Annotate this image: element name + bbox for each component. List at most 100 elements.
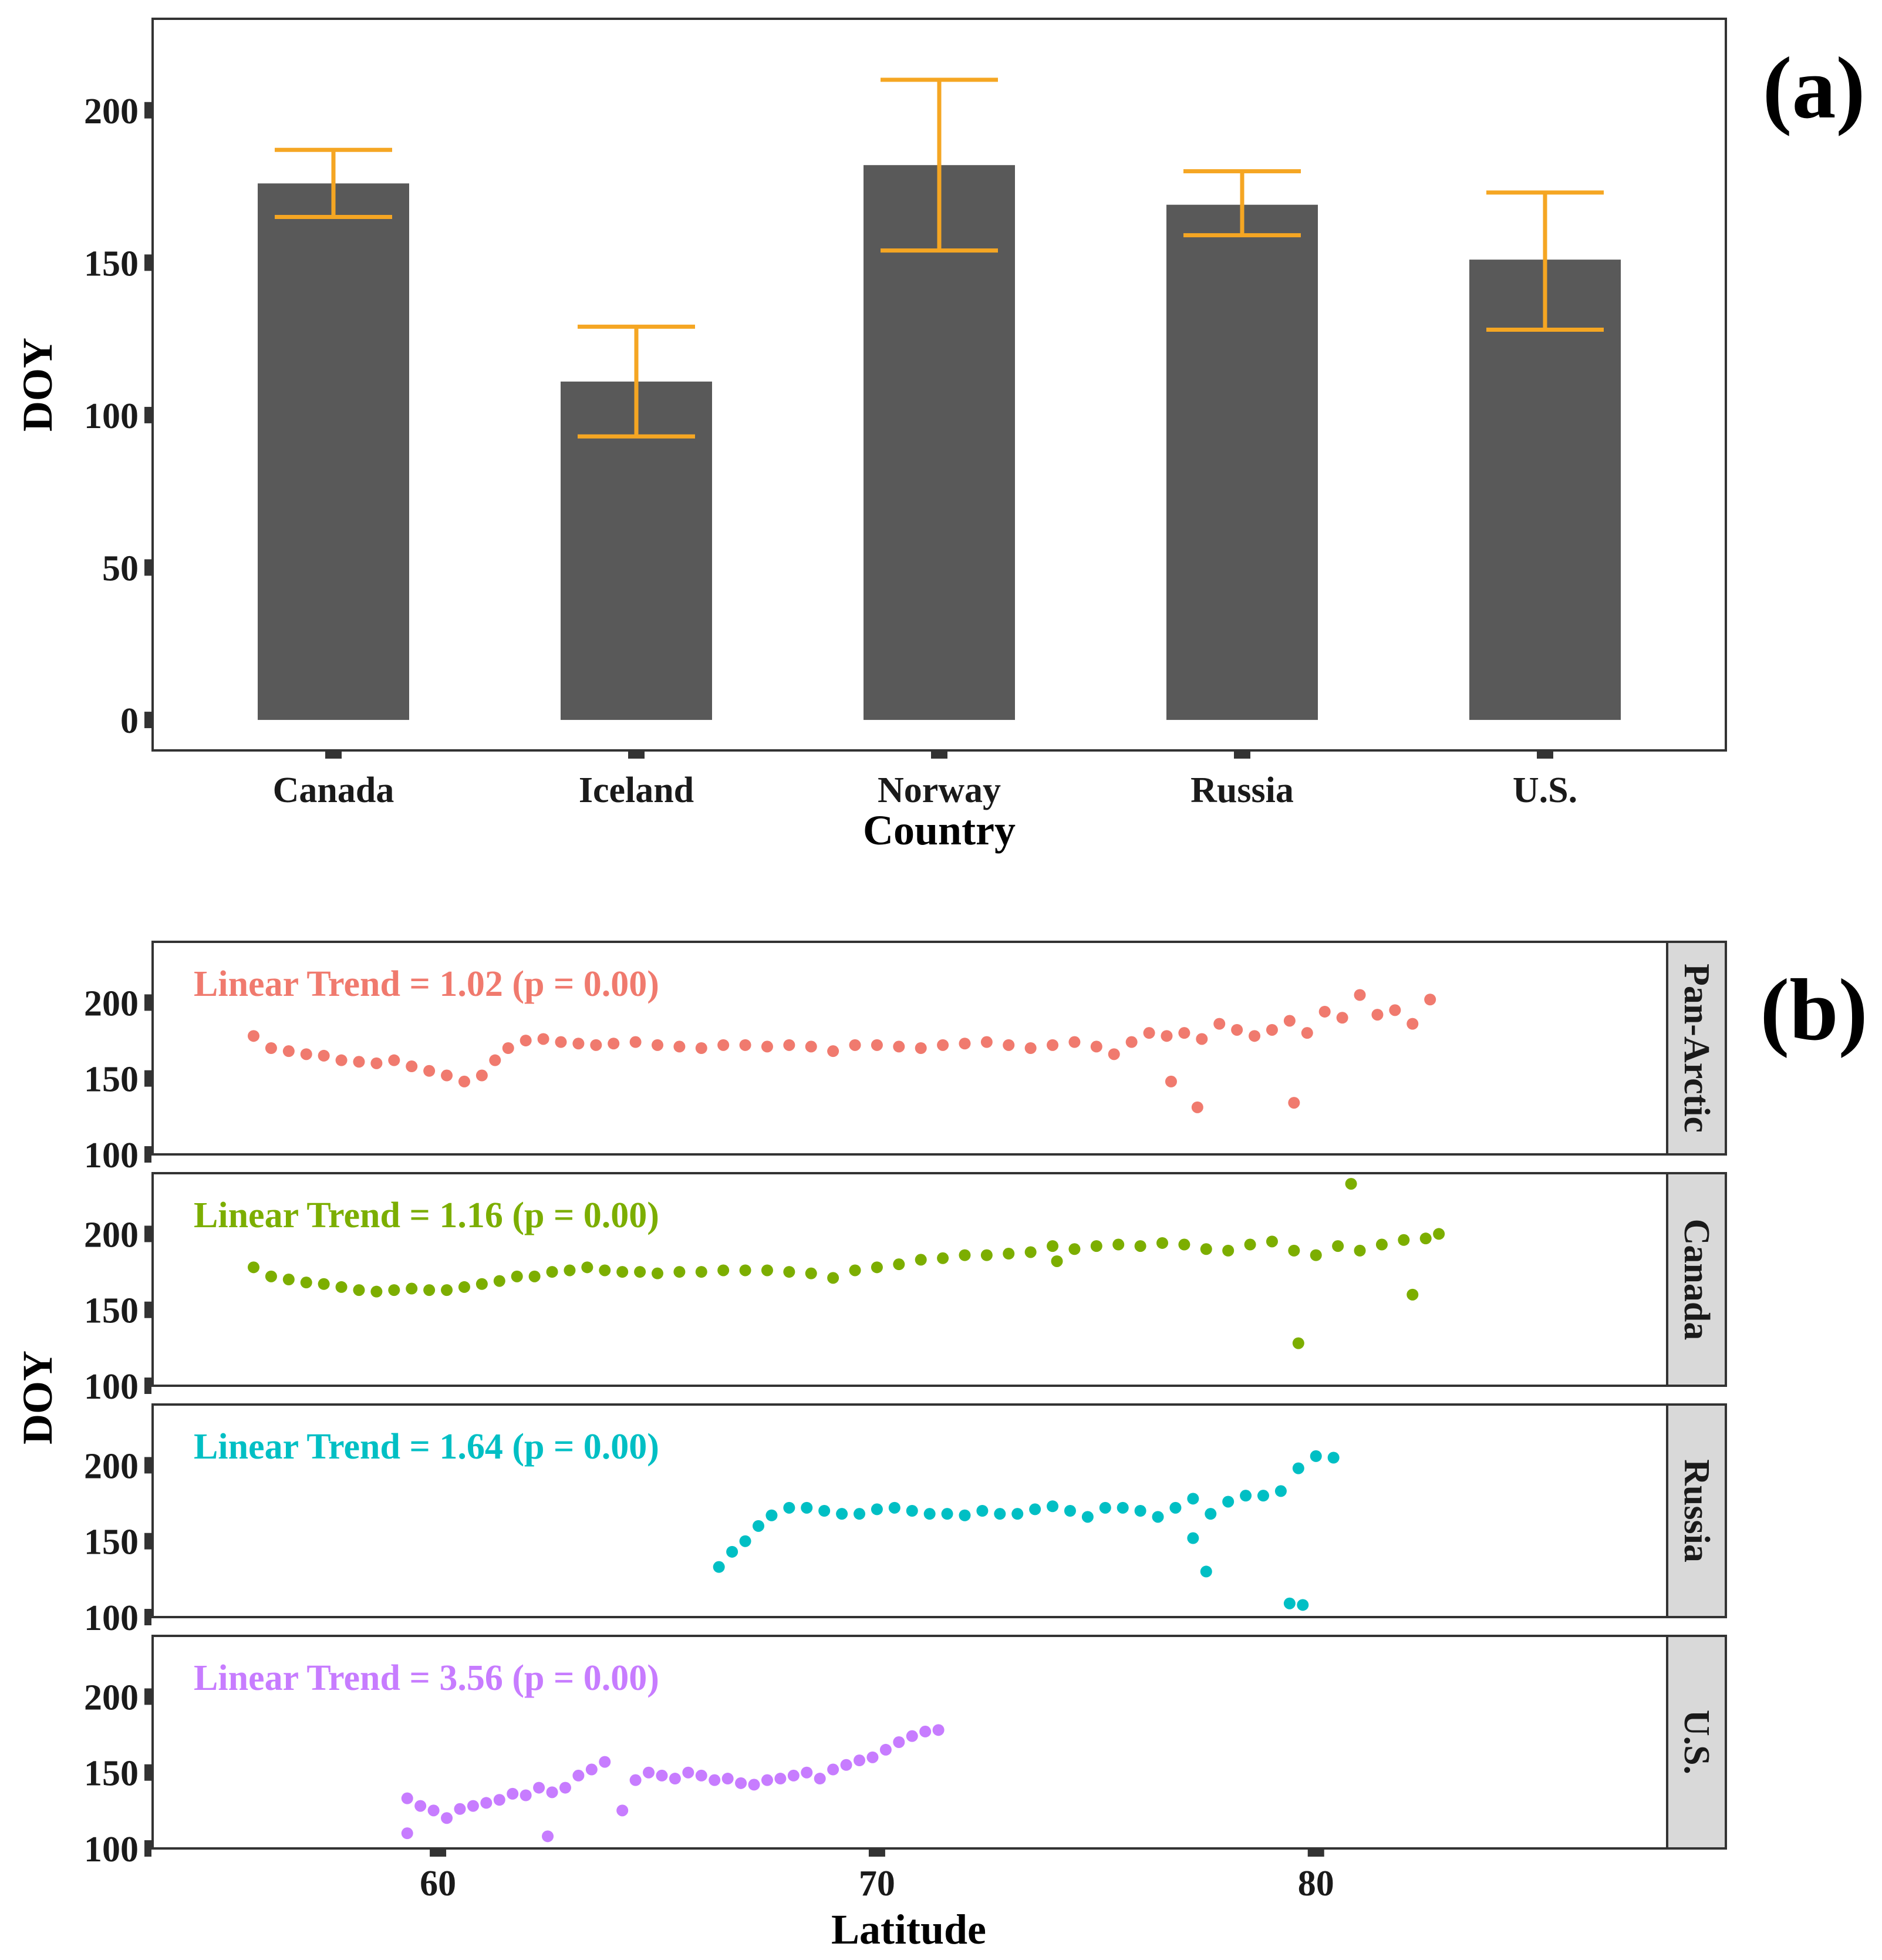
scatter-point bbox=[1231, 1023, 1243, 1036]
scatter-point bbox=[616, 1804, 629, 1817]
scatter-point bbox=[248, 1261, 259, 1274]
scatter-point bbox=[959, 1038, 971, 1050]
scatter-point bbox=[814, 1773, 826, 1785]
y-tick-mark bbox=[144, 994, 151, 1011]
y-tick-label: 100 bbox=[84, 1136, 139, 1176]
scatter-point bbox=[542, 1830, 554, 1843]
scatter-point bbox=[520, 1789, 532, 1801]
scatter-point bbox=[1371, 1009, 1384, 1021]
scatter-point bbox=[1134, 1505, 1146, 1517]
scatter-point bbox=[629, 1036, 642, 1048]
scatter-point bbox=[695, 1266, 707, 1278]
x-tick-mark bbox=[325, 752, 342, 759]
scatter-x-axis: 60 70 80 bbox=[420, 1850, 1334, 1904]
scatter-point bbox=[994, 1508, 1006, 1520]
scatter-point bbox=[511, 1270, 523, 1282]
scatter-point bbox=[1375, 1238, 1388, 1251]
facet-russia: Russia Linear Trend = 1.64 (p = 0.00) 100 1… bbox=[84, 1403, 1727, 1638]
scatter-point bbox=[906, 1505, 918, 1517]
x-tick-label: Canada bbox=[273, 770, 394, 810]
scatter-point bbox=[629, 1774, 642, 1786]
scatter-point bbox=[854, 1754, 865, 1767]
trend-label: Linear Trend = 3.56 (p = 0.00) bbox=[194, 1658, 659, 1698]
y-tick-label: 200 bbox=[84, 1446, 139, 1486]
scatter-point bbox=[893, 1736, 905, 1748]
scatter-point bbox=[300, 1048, 312, 1060]
bar-canada bbox=[258, 183, 409, 720]
scatter-point bbox=[401, 1792, 413, 1804]
scatter-point bbox=[941, 1508, 953, 1520]
bar-series bbox=[258, 165, 1621, 720]
trend-label: Linear Trend = 1.02 (p = 0.00) bbox=[194, 964, 659, 1004]
scatter-point bbox=[1134, 1240, 1146, 1252]
scatter-point bbox=[1047, 1039, 1059, 1051]
scatter-point bbox=[493, 1275, 505, 1287]
scatter-point bbox=[1047, 1500, 1059, 1513]
facet-strip bbox=[1666, 1635, 1727, 1850]
scatter-point bbox=[1187, 1532, 1199, 1544]
scatter-point bbox=[959, 1249, 971, 1261]
scatter-point bbox=[1257, 1490, 1269, 1502]
bar-us bbox=[1469, 260, 1621, 720]
scatter-point bbox=[335, 1054, 348, 1066]
scatter-point bbox=[1301, 1027, 1313, 1039]
scatter-point bbox=[1024, 1042, 1037, 1054]
scatter-point bbox=[836, 1508, 848, 1520]
scatter-point bbox=[1191, 1101, 1203, 1113]
scatter-point bbox=[919, 1725, 932, 1737]
scatter-point bbox=[1205, 1508, 1217, 1520]
scatter-point bbox=[721, 1773, 734, 1785]
scatter-point bbox=[673, 1040, 686, 1053]
scatter-point bbox=[932, 1724, 945, 1736]
scatter-point bbox=[753, 1520, 764, 1532]
scatter-point bbox=[827, 1045, 839, 1058]
scatter-point bbox=[1345, 1178, 1357, 1190]
scatter-point bbox=[441, 1284, 453, 1296]
bar-chart-y-axis-title: DOY bbox=[14, 338, 61, 432]
scatter-point bbox=[1327, 1452, 1340, 1464]
x-tick-mark bbox=[1537, 752, 1553, 759]
scatter-point bbox=[1051, 1255, 1063, 1267]
scatter-point bbox=[475, 1278, 488, 1290]
scatter-point bbox=[282, 1045, 295, 1058]
scatter-point bbox=[520, 1035, 532, 1047]
error-bar-series bbox=[275, 78, 1604, 439]
y-tick-label: 150 bbox=[84, 1523, 139, 1562]
scatter-point bbox=[849, 1264, 861, 1277]
scatter-point bbox=[827, 1272, 839, 1284]
scatter-point bbox=[1266, 1023, 1278, 1036]
scatter-point bbox=[1143, 1027, 1155, 1039]
scatter-point bbox=[801, 1501, 813, 1514]
scatter-point bbox=[761, 1264, 773, 1277]
y-tick-mark bbox=[144, 1609, 151, 1625]
scatter-point bbox=[406, 1282, 418, 1295]
scatter-point bbox=[414, 1800, 427, 1812]
facet-strip-label: U.S. bbox=[1677, 1710, 1716, 1774]
scatter-point bbox=[915, 1042, 927, 1054]
scatter-point bbox=[1274, 1485, 1287, 1497]
y-tick-mark bbox=[144, 1301, 151, 1318]
facet-strip-label: Pan-Arctic bbox=[1677, 964, 1716, 1133]
scatter-point bbox=[739, 1039, 751, 1051]
scatter-point bbox=[572, 1038, 585, 1050]
scatter-point bbox=[423, 1065, 436, 1077]
scatter-point bbox=[1117, 1501, 1129, 1514]
scatter-point bbox=[1266, 1235, 1278, 1248]
scatter-point bbox=[502, 1042, 514, 1054]
scatter-point bbox=[871, 1039, 883, 1051]
scatter-point bbox=[1178, 1238, 1190, 1251]
scatter-point bbox=[717, 1264, 730, 1277]
scatter-point bbox=[709, 1774, 721, 1786]
scatter-point bbox=[1187, 1493, 1199, 1505]
facet-strip bbox=[1666, 941, 1727, 1156]
scatter-point bbox=[1011, 1508, 1024, 1520]
scatter-point bbox=[761, 1040, 773, 1053]
scatter-point bbox=[537, 1033, 549, 1045]
scatter-point bbox=[1196, 1033, 1208, 1045]
scatter-point bbox=[783, 1501, 795, 1514]
scatter-point bbox=[840, 1759, 852, 1771]
scatter-point bbox=[1433, 1228, 1445, 1240]
scatter-point bbox=[748, 1779, 760, 1791]
scatter-point bbox=[673, 1266, 686, 1278]
scatter-point bbox=[1068, 1036, 1081, 1048]
